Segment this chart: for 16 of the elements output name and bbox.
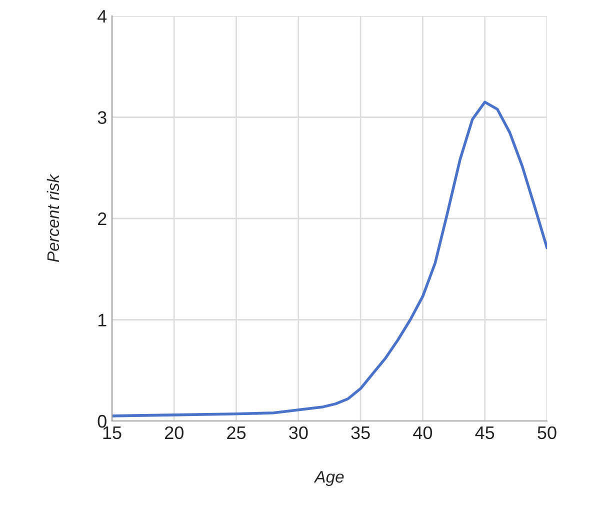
x-tick-label: 35 [351,426,370,440]
y-tick-label: 0 [98,414,106,428]
x-tick-label: 25 [227,426,246,440]
line-series [112,100,547,418]
x-tick-label: 50 [538,426,556,440]
y-tick-label: 2 [98,212,106,226]
y-axis-title: Percent risk [46,174,60,262]
x-tick-label: 45 [475,426,494,440]
x-tick-label: 20 [165,426,184,440]
y-tick-label: 1 [98,314,106,326]
x-tick-label: 15 [103,426,122,440]
y-tick-label: 4 [98,10,107,23]
x-tick-label: 30 [289,426,308,440]
x-tick-label: 40 [413,426,432,440]
x-axis-title: Age [314,471,344,486]
y-tick-label: 3 [98,111,106,124]
